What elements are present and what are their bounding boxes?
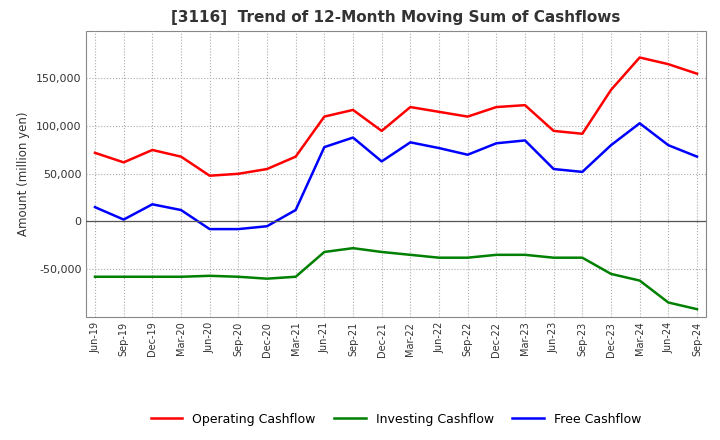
Free Cashflow bbox=[91, 205, 99, 210]
Free Cashflow bbox=[148, 202, 157, 207]
Investing Cashflow bbox=[148, 274, 157, 279]
Investing Cashflow bbox=[635, 278, 644, 283]
Investing Cashflow bbox=[292, 274, 300, 279]
Investing Cashflow bbox=[205, 273, 214, 279]
Operating Cashflow bbox=[464, 114, 472, 119]
Free Cashflow bbox=[406, 140, 415, 145]
Free Cashflow bbox=[348, 135, 357, 140]
Investing Cashflow bbox=[348, 246, 357, 251]
Title: [3116]  Trend of 12-Month Moving Sum of Cashflows: [3116] Trend of 12-Month Moving Sum of C… bbox=[171, 11, 621, 26]
Operating Cashflow bbox=[693, 71, 701, 76]
Line: Free Cashflow: Free Cashflow bbox=[95, 123, 697, 229]
Investing Cashflow bbox=[578, 255, 587, 260]
Free Cashflow bbox=[492, 141, 500, 146]
Investing Cashflow bbox=[377, 249, 386, 255]
Operating Cashflow bbox=[607, 87, 616, 92]
Free Cashflow bbox=[292, 207, 300, 213]
Operating Cashflow bbox=[549, 128, 558, 134]
Investing Cashflow bbox=[120, 274, 128, 279]
Free Cashflow bbox=[693, 154, 701, 159]
Free Cashflow bbox=[377, 159, 386, 164]
Investing Cashflow bbox=[549, 255, 558, 260]
Investing Cashflow bbox=[435, 255, 444, 260]
Free Cashflow bbox=[234, 227, 243, 232]
Free Cashflow bbox=[176, 207, 185, 213]
Operating Cashflow bbox=[435, 109, 444, 114]
Operating Cashflow bbox=[377, 128, 386, 134]
Legend: Operating Cashflow, Investing Cashflow, Free Cashflow: Operating Cashflow, Investing Cashflow, … bbox=[146, 408, 646, 431]
Free Cashflow bbox=[120, 217, 128, 222]
Operating Cashflow bbox=[148, 147, 157, 153]
Free Cashflow bbox=[664, 143, 672, 148]
Operating Cashflow bbox=[492, 104, 500, 110]
Operating Cashflow bbox=[176, 154, 185, 159]
Operating Cashflow bbox=[120, 160, 128, 165]
Line: Investing Cashflow: Investing Cashflow bbox=[95, 248, 697, 309]
Operating Cashflow bbox=[348, 107, 357, 113]
Investing Cashflow bbox=[607, 271, 616, 276]
Operating Cashflow bbox=[91, 150, 99, 155]
Investing Cashflow bbox=[664, 300, 672, 305]
Operating Cashflow bbox=[320, 114, 328, 119]
Free Cashflow bbox=[205, 227, 214, 232]
Operating Cashflow bbox=[205, 173, 214, 178]
Free Cashflow bbox=[521, 138, 529, 143]
Operating Cashflow bbox=[664, 62, 672, 67]
Operating Cashflow bbox=[292, 154, 300, 159]
Investing Cashflow bbox=[406, 252, 415, 257]
Free Cashflow bbox=[320, 144, 328, 150]
Free Cashflow bbox=[607, 143, 616, 148]
Line: Operating Cashflow: Operating Cashflow bbox=[95, 58, 697, 176]
Operating Cashflow bbox=[521, 103, 529, 108]
Operating Cashflow bbox=[578, 131, 587, 136]
Operating Cashflow bbox=[263, 166, 271, 172]
Free Cashflow bbox=[263, 224, 271, 229]
Investing Cashflow bbox=[320, 249, 328, 255]
Free Cashflow bbox=[578, 169, 587, 175]
Investing Cashflow bbox=[492, 252, 500, 257]
Operating Cashflow bbox=[635, 55, 644, 60]
Operating Cashflow bbox=[234, 171, 243, 176]
Y-axis label: Amount (million yen): Amount (million yen) bbox=[17, 112, 30, 236]
Investing Cashflow bbox=[464, 255, 472, 260]
Free Cashflow bbox=[635, 121, 644, 126]
Free Cashflow bbox=[549, 166, 558, 172]
Investing Cashflow bbox=[91, 274, 99, 279]
Investing Cashflow bbox=[693, 307, 701, 312]
Investing Cashflow bbox=[521, 252, 529, 257]
Investing Cashflow bbox=[263, 276, 271, 281]
Investing Cashflow bbox=[234, 274, 243, 279]
Operating Cashflow bbox=[406, 104, 415, 110]
Free Cashflow bbox=[464, 152, 472, 158]
Investing Cashflow bbox=[176, 274, 185, 279]
Free Cashflow bbox=[435, 145, 444, 150]
